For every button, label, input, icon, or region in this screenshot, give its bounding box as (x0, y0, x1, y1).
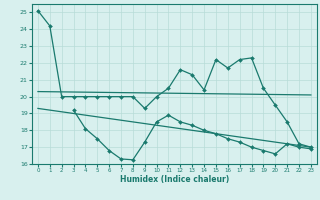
X-axis label: Humidex (Indice chaleur): Humidex (Indice chaleur) (120, 175, 229, 184)
